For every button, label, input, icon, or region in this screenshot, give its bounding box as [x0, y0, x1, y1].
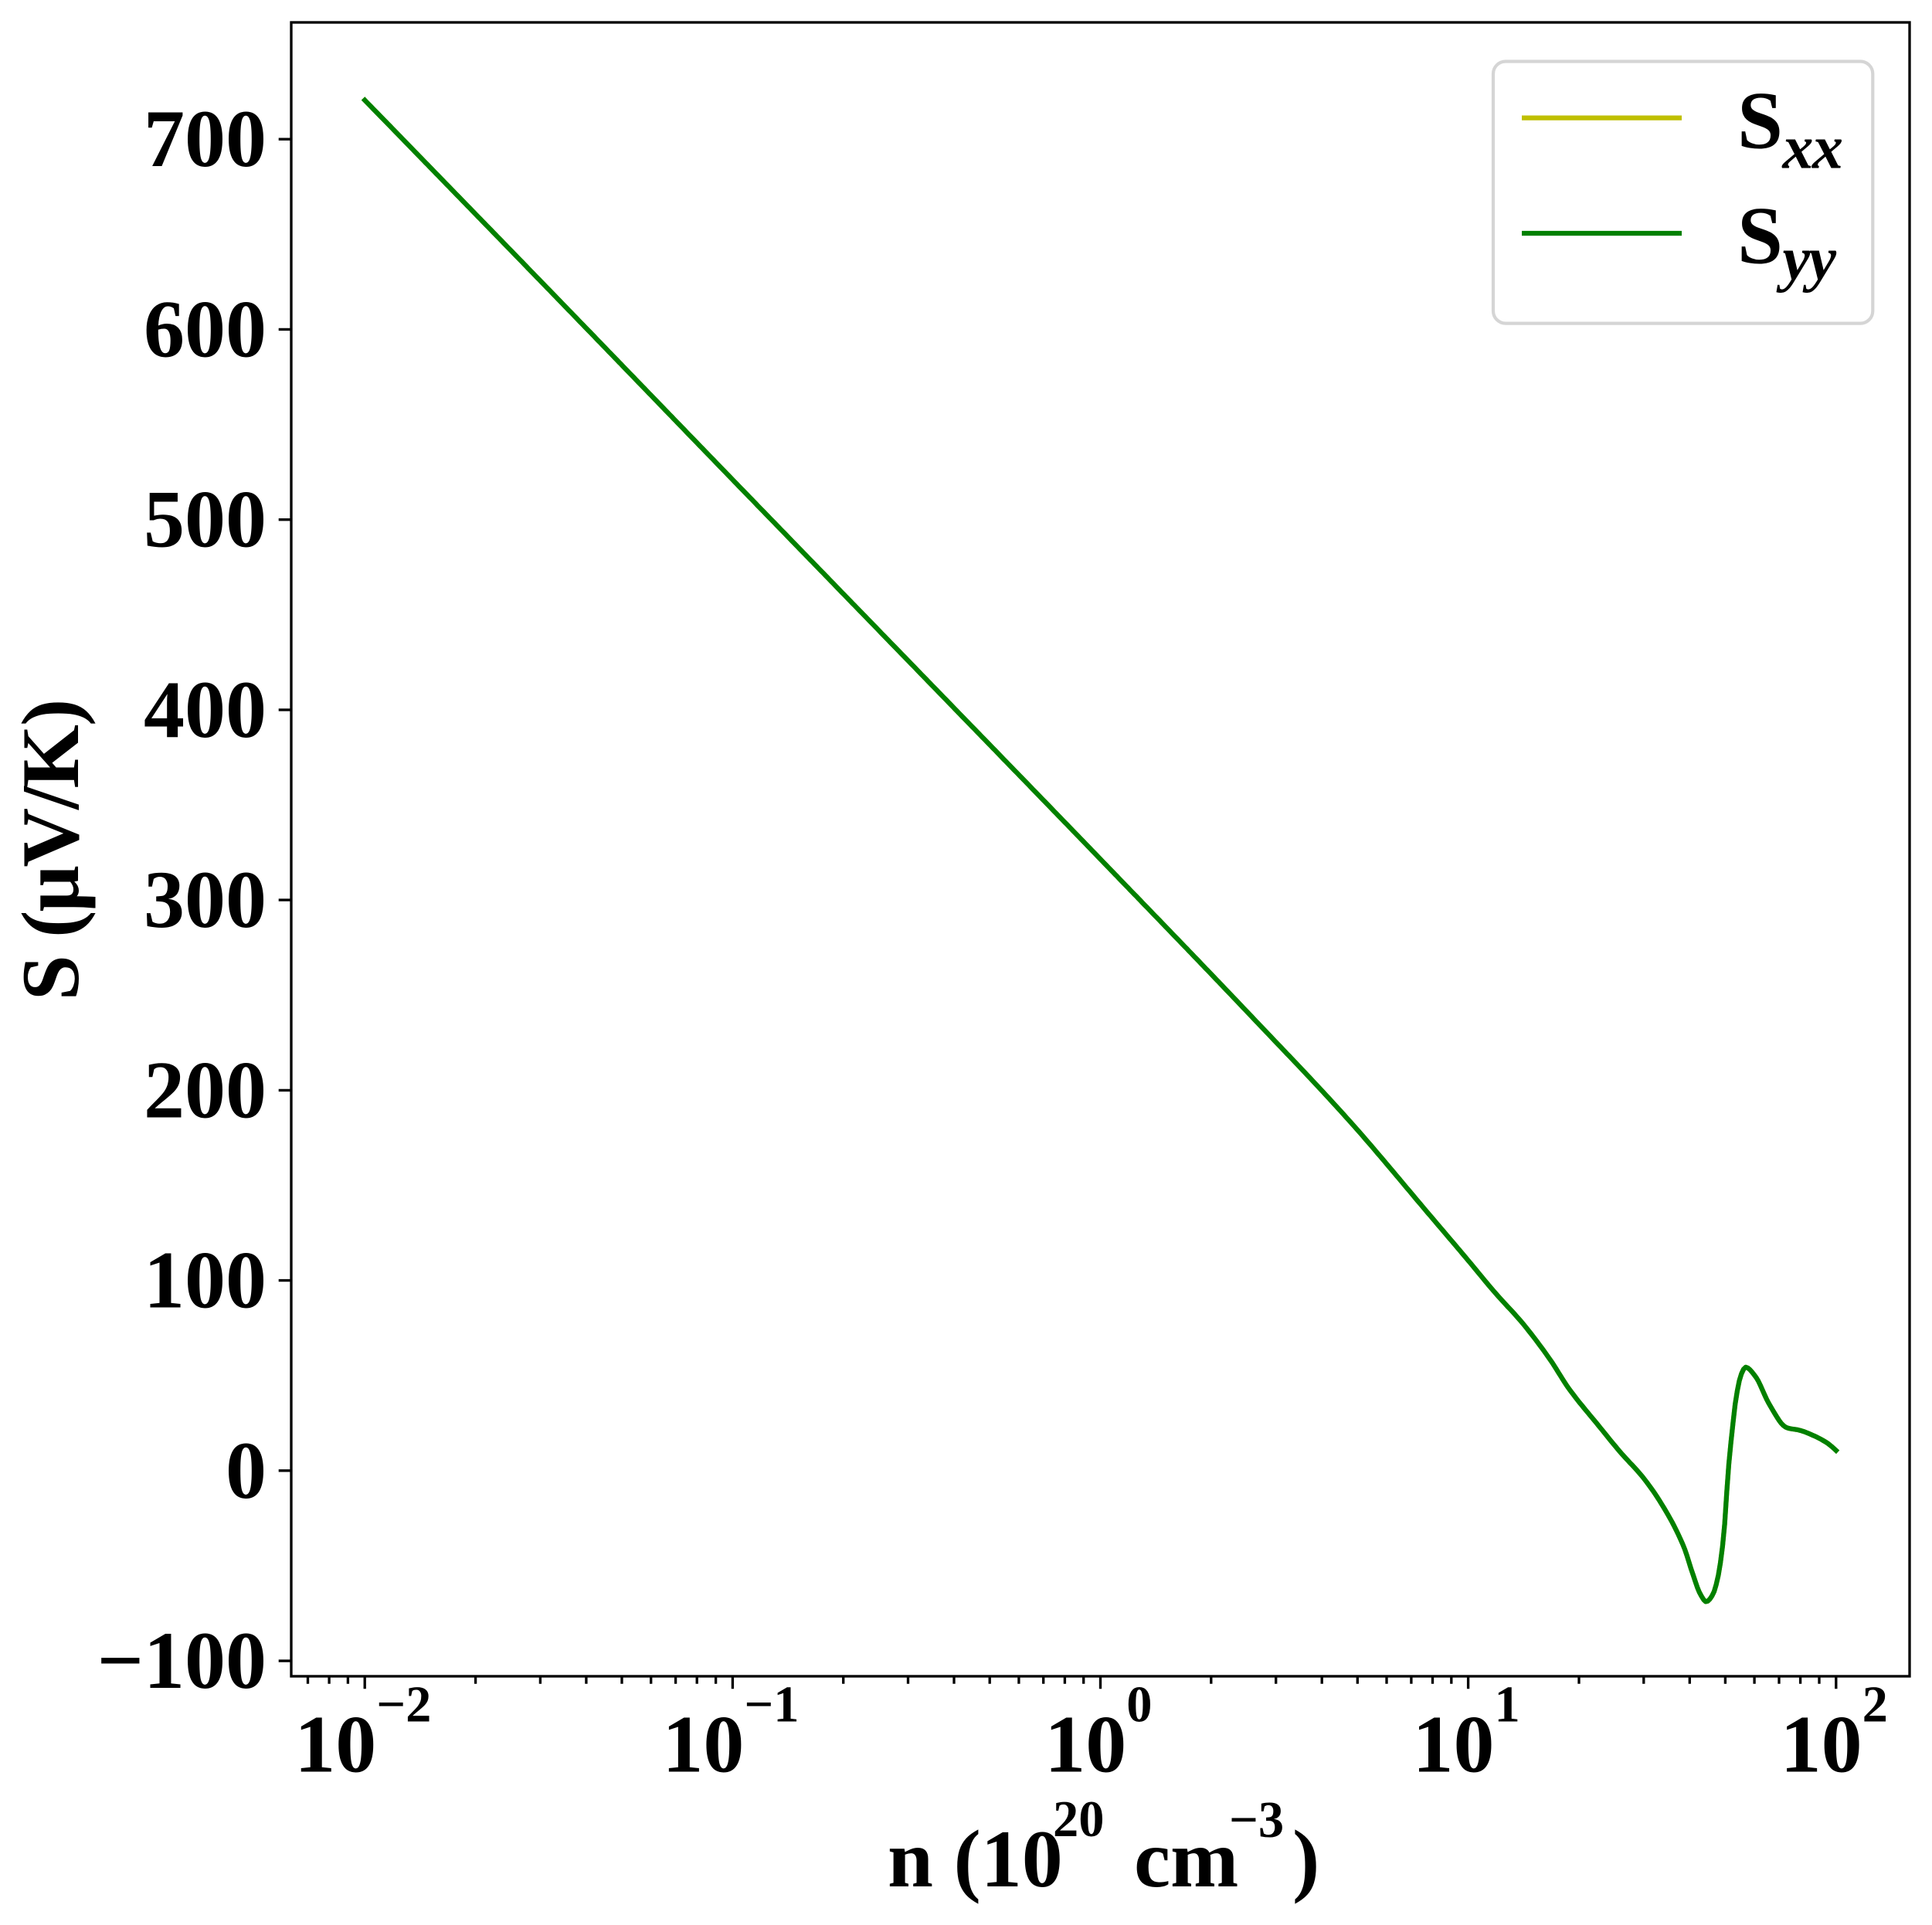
svg-text:0: 0 — [226, 1425, 267, 1516]
svg-text:yy: yy — [1776, 226, 1837, 294]
svg-text:S (μV/K): S (μV/K) — [5, 701, 96, 1001]
svg-text:10: 10 — [662, 1699, 744, 1790]
svg-text:−100: −100 — [97, 1615, 267, 1706]
svg-text:20: 20 — [1053, 1791, 1105, 1848]
svg-text:600: 600 — [144, 283, 267, 374]
svg-text:10: 10 — [1044, 1699, 1126, 1790]
svg-text:2: 2 — [1862, 1676, 1888, 1733]
svg-text:500: 500 — [144, 474, 267, 565]
svg-text:10: 10 — [1413, 1699, 1495, 1790]
svg-text:100: 100 — [144, 1235, 267, 1326]
svg-text:): ) — [1292, 1814, 1319, 1904]
svg-text:400: 400 — [144, 664, 267, 755]
svg-text:10: 10 — [294, 1699, 376, 1790]
svg-text:200: 200 — [144, 1044, 267, 1135]
svg-text:0: 0 — [1126, 1676, 1152, 1733]
svg-text:xx: xx — [1782, 114, 1843, 182]
svg-text:−3: −3 — [1229, 1792, 1284, 1849]
svg-text:−2: −2 — [376, 1676, 431, 1733]
svg-text:1: 1 — [1495, 1676, 1520, 1733]
svg-text:S: S — [1737, 75, 1783, 165]
svg-text:S: S — [1737, 190, 1783, 280]
svg-text:−1: −1 — [744, 1676, 799, 1733]
svg-text:300: 300 — [144, 854, 267, 945]
svg-text:cm: cm — [1134, 1814, 1238, 1904]
svg-text:700: 700 — [144, 93, 267, 184]
svg-text:n (10: n (10 — [888, 1814, 1063, 1904]
svg-text:10: 10 — [1781, 1699, 1862, 1790]
